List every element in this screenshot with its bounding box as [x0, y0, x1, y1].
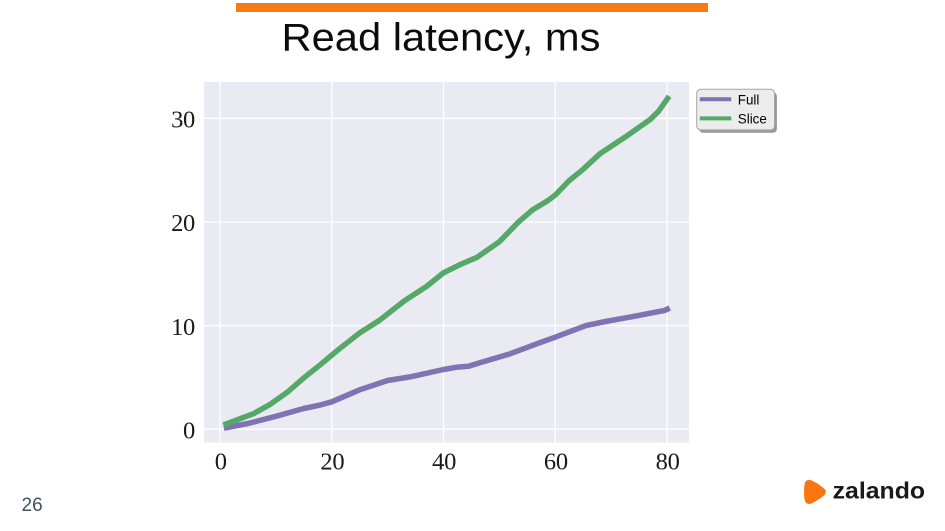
svg-text:40: 40	[432, 449, 456, 476]
svg-text:0: 0	[183, 417, 195, 444]
svg-text:Slice: Slice	[738, 111, 767, 126]
svg-text:26: 26	[22, 495, 43, 516]
svg-text:80: 80	[656, 449, 680, 476]
svg-text:Full: Full	[738, 93, 760, 108]
svg-text:0: 0	[215, 449, 227, 476]
svg-text:30: 30	[171, 107, 195, 134]
svg-text:Read latency, ms: Read latency, ms	[282, 17, 601, 60]
svg-text:20: 20	[171, 210, 195, 237]
svg-text:60: 60	[544, 449, 568, 476]
svg-text:10: 10	[171, 314, 195, 341]
svg-text:20: 20	[320, 449, 344, 476]
svg-text:zalando: zalando	[833, 478, 926, 504]
